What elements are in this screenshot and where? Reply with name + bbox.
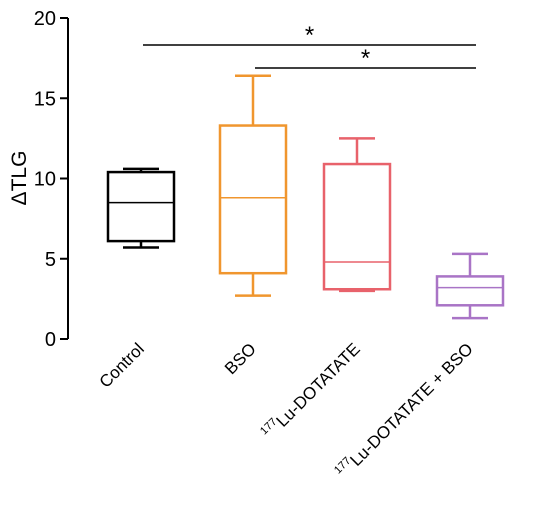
significance-brackets: ** <box>143 22 476 72</box>
box-rect <box>106 170 176 243</box>
category-name: BSO <box>221 339 260 378</box>
category-name: Lu-DOTATATE + BSO <box>346 339 476 469</box>
y-tick-label: 15 <box>34 88 56 110</box>
y-axis-label: ΔTLG <box>8 151 31 206</box>
box-rect <box>435 275 505 307</box>
y-tick-label: 10 <box>34 169 56 191</box>
significance-star: * <box>305 22 314 49</box>
box-rect <box>218 124 288 275</box>
category-name: Control <box>96 339 148 391</box>
significance-star: * <box>361 45 370 72</box>
y-tick-label: 20 <box>34 8 56 30</box>
x-category-label: 177Lu-DOTATATE <box>258 338 364 444</box>
x-category-label: BSO <box>221 339 260 378</box>
x-category-label: Control <box>96 339 148 391</box>
y-ticks: 0 5 10 15 20 <box>34 8 68 351</box>
box-0 <box>106 167 176 249</box>
boxes <box>106 74 505 320</box>
box-3 <box>435 252 505 320</box>
box-2 <box>322 137 392 293</box>
category-name: Lu-DOTATATE <box>272 339 363 430</box>
box-1 <box>218 74 288 297</box>
y-tick-label: 5 <box>45 249 56 271</box>
box-rect <box>322 162 392 291</box>
y-tick-label: 0 <box>45 329 56 351</box>
